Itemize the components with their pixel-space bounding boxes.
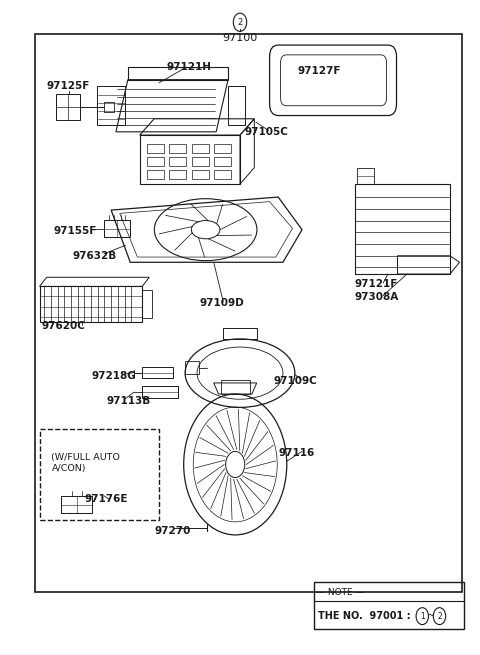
Bar [214, 170, 231, 179]
Text: 97121H: 97121H [166, 62, 211, 71]
Bar [214, 144, 231, 153]
Text: 1: 1 [420, 612, 425, 621]
Bar [192, 144, 208, 153]
Bar [39, 428, 159, 520]
Text: (W/FULL AUTO
A/CON): (W/FULL AUTO A/CON) [51, 453, 120, 473]
Bar [35, 34, 462, 591]
Text: 97109D: 97109D [199, 299, 244, 309]
Text: 97308A: 97308A [355, 292, 399, 302]
Bar [192, 157, 208, 166]
Bar [147, 170, 164, 179]
Bar [39, 286, 142, 322]
Bar [169, 144, 186, 153]
Text: — NOTE —: — NOTE — [316, 588, 365, 597]
Bar [314, 582, 464, 629]
Text: THE NO.  97001 :: THE NO. 97001 : [318, 611, 410, 621]
Text: 2: 2 [238, 18, 242, 27]
Text: 97218G: 97218G [91, 371, 136, 381]
Text: 97113B: 97113B [107, 396, 151, 405]
Text: 97105C: 97105C [245, 127, 288, 137]
Text: 97176E: 97176E [85, 494, 129, 504]
Bar [147, 157, 164, 166]
Text: 97100: 97100 [222, 33, 258, 43]
Bar [169, 157, 186, 166]
Text: 97620C: 97620C [42, 321, 86, 331]
Text: 97632B: 97632B [72, 251, 116, 261]
Bar [147, 144, 164, 153]
Text: 97270: 97270 [154, 526, 191, 536]
Bar [214, 157, 231, 166]
Text: 97127F: 97127F [297, 66, 341, 76]
Bar [169, 170, 186, 179]
Bar [192, 170, 208, 179]
Text: 97109C: 97109C [274, 376, 317, 386]
Text: 97155F: 97155F [54, 226, 97, 236]
Text: 2: 2 [437, 612, 442, 621]
Text: 97121F: 97121F [355, 279, 398, 289]
Text: 97125F: 97125F [47, 81, 90, 91]
Text: 97116: 97116 [278, 448, 314, 458]
Text: ~: ~ [427, 611, 435, 621]
